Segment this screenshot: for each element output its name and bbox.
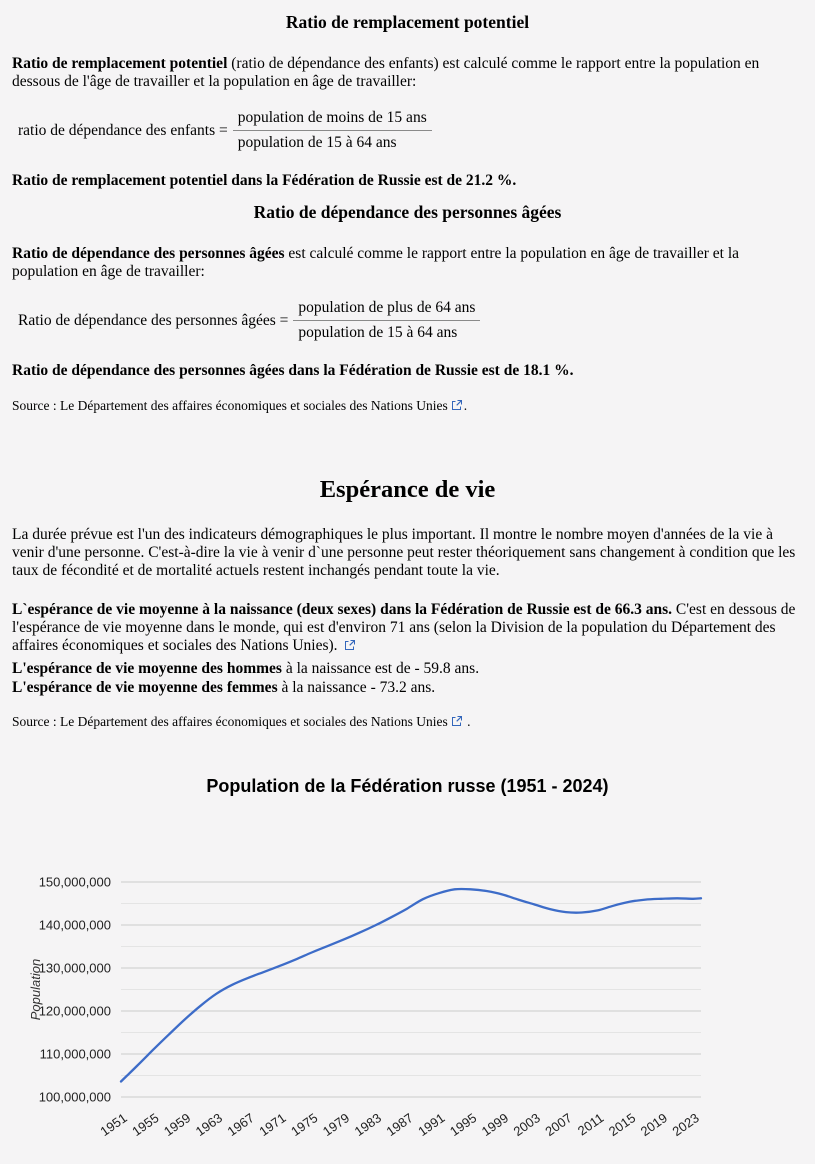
x-axis-tick-label: 1983: [352, 1111, 384, 1140]
x-axis-tick-label: 1971: [256, 1111, 288, 1140]
y-axis-tick-label: 100,000,000: [39, 1090, 111, 1105]
source-suffix: .: [463, 713, 471, 729]
source-line: Source : Le Département des affaires éco…: [12, 714, 803, 730]
y-axis-tick-label: 110,000,000: [40, 1047, 111, 1062]
replacement-term: Ratio de remplacement potentiel: [12, 54, 228, 72]
men-life-expectancy-label: L'espérance de vie moyenne des hommes: [12, 660, 282, 678]
replacement-result: Ratio de remplacement potentiel dans la …: [12, 172, 517, 190]
section-title-elderly: Ratio de dépendance des personnes âgées: [253, 202, 562, 223]
x-axis-tick-label: 2011: [575, 1111, 607, 1139]
population-line-chart: 100,000,000 110,000,000 120,000,000 130,000…: [28, 875, 703, 1140]
life-expectancy-value-paragraph: L`espérance de vie moyenne à la naissanc…: [12, 601, 803, 655]
life-expectancy-world-comparison: C'est en dessous de l'espérance de vie m…: [12, 601, 796, 655]
section-title-replacement: Ratio de remplacement potentiel: [285, 12, 530, 32]
x-axis-tick-label: 1991: [415, 1111, 447, 1140]
x-axis-tick-label: 2007: [542, 1111, 574, 1140]
y-axis-tick-label: 150,000,000: [39, 875, 111, 890]
women-life-expectancy-value: à la naissance - 73.2 ans.: [277, 678, 436, 696]
x-axis-tick-label: 1967: [225, 1111, 257, 1140]
formula-numerator: population de moins de 15 ans: [232, 108, 432, 132]
x-axis-tick-label: 1979: [320, 1111, 352, 1140]
x-axis-tick-label: 2019: [638, 1111, 670, 1140]
x-axis-tick-label: 1959: [161, 1111, 193, 1140]
x-axis-tick-label: 2015: [606, 1111, 638, 1140]
y-axis-tick-label: 130,000,000: [39, 961, 111, 976]
x-axis-tick-label: 1995: [447, 1111, 479, 1140]
source-link[interactable]: Le Département des affaires économiques …: [60, 397, 448, 413]
population-series-line: [119, 888, 703, 1084]
y-axis-title: Population: [28, 959, 43, 1020]
source-link[interactable]: Le Département des affaires économiques …: [60, 713, 448, 729]
x-axis-tick-label: 1999: [479, 1111, 511, 1140]
formula-denominator: population de 15 à 64 ans: [298, 324, 458, 342]
replacement-definition-text: (ratio de dépendance des enfants) est ca…: [12, 54, 760, 90]
formula-label: Ratio de dépendance des personnes âgées …: [18, 311, 289, 329]
external-link-icon[interactable]: [451, 399, 463, 411]
formula-denominator: population de 15 à 64 ans: [237, 134, 397, 152]
x-axis-tick-label: 1963: [193, 1111, 225, 1140]
x-axis-tick-label: 2003: [511, 1111, 543, 1140]
life-expectancy-intro-paragraph: La durée prévue est l'un des indicateurs…: [12, 525, 796, 579]
men-life-expectancy-value: à la naissance est de - 59.8 ans.: [281, 660, 480, 678]
child-dependency-formula: ratio de dépendance des enfants = popula…: [12, 108, 803, 153]
source-prefix: Source :: [12, 713, 60, 729]
elderly-dependency-formula: Ratio de dépendance des personnes âgées …: [12, 298, 803, 343]
formula-fraction: population de moins de 15 ans population…: [232, 108, 432, 153]
source-suffix: .: [463, 397, 468, 413]
elderly-term: Ratio de dépendance des personnes âgées: [12, 245, 285, 263]
source-line: Source : Le Département des affaires éco…: [12, 398, 803, 414]
y-axis-tick-label: 120,000,000: [39, 1004, 111, 1019]
formula-fraction: population de plus de 64 ans population …: [293, 298, 481, 343]
elderly-definition-paragraph: Ratio de dépendance des personnes âgées …: [12, 245, 803, 281]
external-link-icon[interactable]: [344, 638, 356, 651]
elderly-result: Ratio de dépendance des personnes âgées …: [12, 362, 574, 380]
life-expectancy-both-sexes: L`espérance de vie moyenne à la naissanc…: [12, 601, 673, 619]
life-expectancy-by-sex-paragraph: L'espérance de vie moyenne des hommes à …: [12, 660, 803, 696]
x-axis-tick-label: 2023: [669, 1111, 701, 1140]
formula-numerator: population de plus de 64 ans: [293, 298, 481, 322]
section-title-life-expectancy: Espérance de vie: [319, 476, 496, 504]
elderly-definition-text: est calculé comme le rapport entre la po…: [12, 245, 740, 281]
replacement-definition-paragraph: Ratio de remplacement potentiel (ratio d…: [12, 55, 803, 91]
y-axis-tick-label: 140,000,000: [39, 918, 111, 933]
x-axis-tick-label: 1975: [288, 1111, 320, 1140]
source-prefix: Source :: [12, 397, 60, 413]
women-life-expectancy-label: L'espérance de vie moyenne des femmes: [12, 678, 278, 696]
external-link-icon[interactable]: [451, 715, 463, 727]
formula-label: ratio de dépendance des enfants =: [18, 121, 228, 139]
chart-title: Population de la Fédération russe (1951 …: [206, 776, 609, 797]
x-axis-tick-label: 1955: [129, 1111, 161, 1140]
x-axis-tick-label: 1987: [383, 1111, 415, 1140]
x-axis-tick-label: 1951: [97, 1111, 129, 1140]
